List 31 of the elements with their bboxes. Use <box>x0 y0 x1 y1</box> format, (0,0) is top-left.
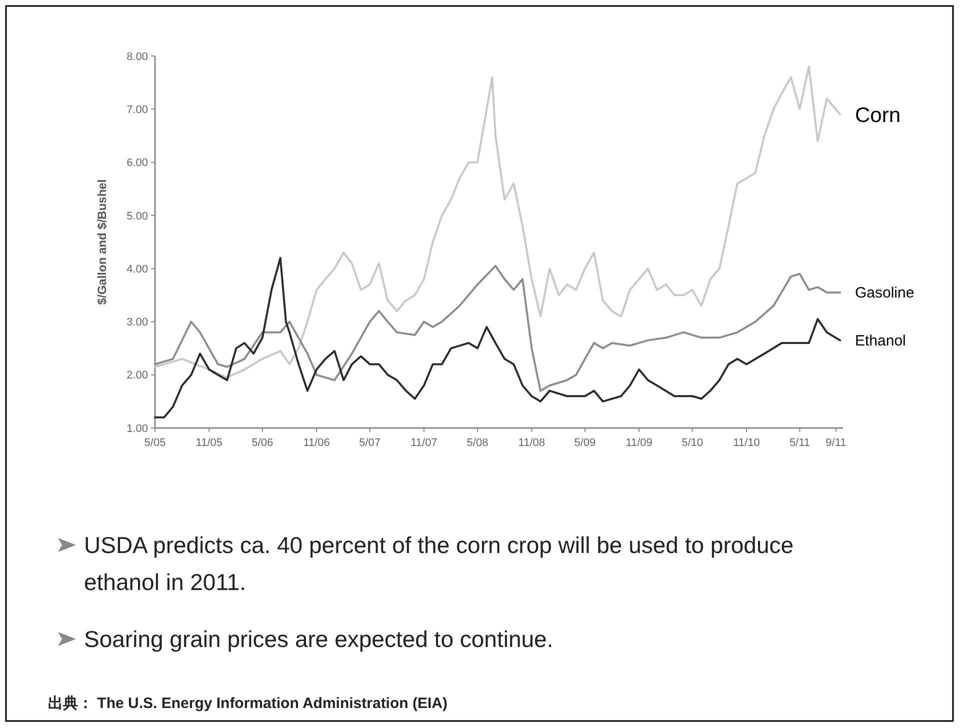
x-tick-label: 5/06 <box>252 437 274 449</box>
y-tick-label: 8.00 <box>126 50 148 63</box>
x-tick-label: 11/09 <box>626 437 652 449</box>
x-tick-label: 5/07 <box>359 437 381 449</box>
x-tick-label: 11/07 <box>410 437 438 449</box>
x-tick-label: 11/05 <box>196 437 223 449</box>
x-tick-label: 5/11 <box>789 437 810 449</box>
line-series <box>154 66 842 379</box>
text: Soaring grain prices are expected to continue. <box>84 626 554 652</box>
series-label: Corn <box>855 104 901 127</box>
x-tick-label: 11/08 <box>518 437 546 449</box>
y-tick-label: 6.00 <box>126 157 148 170</box>
text: USDA predicts ca. 40 percent of the corn crop will be used to produce ethanol in 2011. <box>84 532 794 595</box>
y-tick-label: 5.00 <box>126 210 148 222</box>
x-tick-label: 5/08 <box>466 437 488 449</box>
y-axis-title: $/Gallon and $/Bushel <box>95 179 109 305</box>
y-tick-label: 2.00 <box>126 370 148 382</box>
y-tick-label: 1.00 <box>126 422 148 435</box>
series-label: Ethanol <box>855 332 906 350</box>
x-tick-label: 11/06 <box>303 437 330 449</box>
series-label: Gasoline <box>855 284 914 302</box>
source-note: 出典： The U.S. Energy Information Administration (EIA) <box>48 695 448 712</box>
x-tick-label: 11/10 <box>733 437 760 449</box>
x-tick-label: 5/10 <box>682 437 704 449</box>
y-tick-label: 4.00 <box>126 263 148 276</box>
x-tick-label: 5/09 <box>574 437 596 449</box>
x-tick-label: 9/11 <box>826 437 846 449</box>
y-tick-label: 3.00 <box>126 316 148 329</box>
x-tick-label: 5/05 <box>144 437 166 449</box>
line-series <box>154 256 842 418</box>
y-tick-label: 7.00 <box>126 104 148 116</box>
